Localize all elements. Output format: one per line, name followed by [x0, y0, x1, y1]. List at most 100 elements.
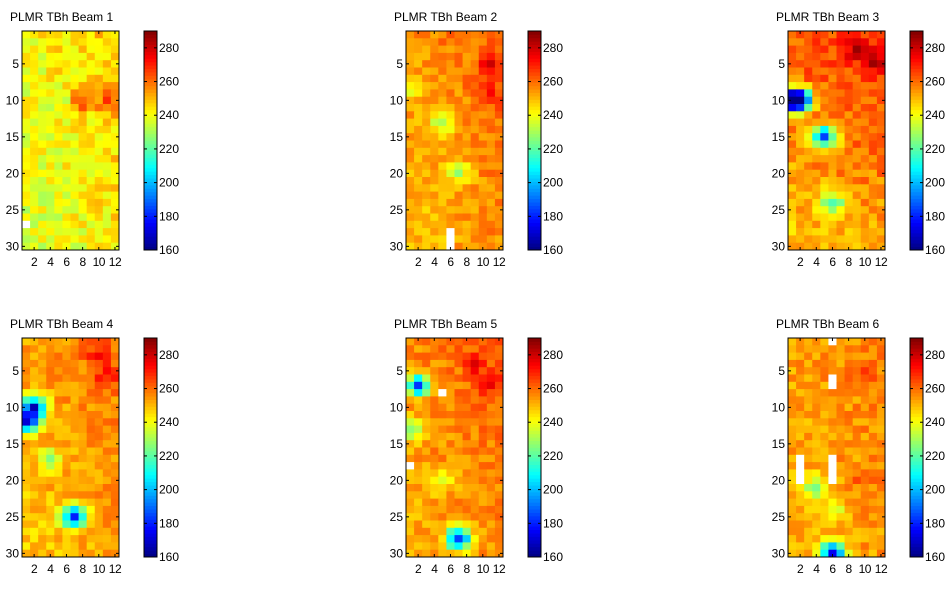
heatmap-cell: [828, 505, 837, 514]
colorbar-tick-label: 200: [159, 483, 179, 497]
heatmap-cell: [454, 228, 463, 236]
heatmap-cell: [852, 542, 862, 551]
colorbar-segment: [144, 37, 157, 42]
x-tick-label: 4: [47, 562, 54, 576]
heatmap-cell: [70, 31, 79, 39]
heatmap-cell: [478, 125, 488, 134]
heatmap-cell: [820, 235, 829, 244]
heatmap-cell: [422, 89, 431, 98]
heatmap-cell: [494, 476, 504, 485]
heatmap-cell: [70, 476, 79, 485]
heatmap-cell: [828, 374, 837, 383]
heatmap-cell: [486, 535, 496, 543]
heatmap-cell: [86, 155, 96, 163]
heatmap-cell: [446, 111, 455, 119]
heatmap-cell: [454, 374, 463, 383]
heatmap-cell: [38, 381, 47, 390]
heatmap-cell: [876, 549, 886, 558]
heatmap-cell: [486, 462, 496, 470]
colorbar-segment: [910, 181, 923, 186]
colorbar-segment: [528, 416, 541, 421]
heatmap-cell: [844, 454, 854, 463]
colorbar-segment: [528, 58, 541, 63]
heatmap-cell: [446, 74, 455, 83]
heatmap-cell: [430, 440, 439, 448]
heatmap-cell: [446, 498, 455, 507]
heatmap-cell: [844, 206, 854, 214]
heatmap-cell: [86, 454, 96, 463]
x-tick-label: 2: [797, 562, 804, 576]
heatmap-cell: [406, 184, 415, 192]
colorbar-segment: [910, 457, 923, 462]
heatmap-cell: [62, 125, 71, 134]
heatmap-cell: [844, 155, 854, 163]
colorbar-segment: [528, 365, 541, 370]
y-tick-label: 30: [6, 239, 20, 253]
heatmap-cell: [46, 454, 55, 463]
heatmap-cell: [30, 491, 39, 499]
heatmap-cell: [110, 228, 120, 236]
heatmap-cell: [94, 352, 104, 361]
heatmap-cell: [110, 491, 120, 499]
heatmap-cell: [54, 52, 63, 61]
heatmap-cell: [478, 454, 488, 463]
heatmap-cell: [430, 403, 439, 412]
colorbar-segment: [144, 109, 157, 114]
heatmap-cell: [836, 111, 845, 119]
y-tick-label: 30: [390, 546, 404, 560]
heatmap-cell: [102, 462, 112, 470]
heatmap-cell: [438, 242, 447, 251]
colorbar-segment: [910, 426, 923, 431]
heatmap-cell: [812, 140, 821, 149]
heatmap-cell: [876, 403, 886, 412]
heatmap-cell: [94, 52, 104, 61]
heatmap-cell: [796, 82, 805, 90]
colorbar-segment: [528, 243, 541, 247]
heatmap-cell: [110, 177, 120, 185]
colorbar-tick-label: 200: [543, 176, 563, 190]
heatmap-cell: [102, 104, 112, 112]
y-tick-label: 10: [390, 400, 404, 414]
heatmap-cell: [446, 505, 455, 514]
colorbar-segment: [144, 509, 157, 513]
heatmap-cell: [38, 389, 47, 397]
heatmap-cell: [486, 542, 496, 551]
heatmap-cell: [54, 549, 63, 558]
heatmap-cell: [70, 535, 79, 543]
heatmap-cell: [94, 396, 104, 405]
heatmap-cell: [30, 31, 39, 39]
heatmap-cell: [836, 60, 845, 68]
heatmap-cell: [110, 220, 120, 229]
heatmap-cell: [470, 476, 480, 485]
heatmap-cell: [828, 206, 837, 214]
heatmap-cell: [836, 184, 845, 192]
colorbar-segment: [144, 440, 157, 445]
colorbar-tick-label: 260: [925, 382, 945, 396]
heatmap-cell: [788, 191, 797, 200]
heatmap-cell: [804, 31, 813, 39]
heatmap-cell: [446, 198, 455, 207]
heatmap-cell: [462, 440, 472, 448]
colorbar-segment: [910, 61, 923, 66]
heatmap-cell: [852, 374, 862, 383]
heatmap-cell: [796, 228, 805, 236]
heatmap-cell: [414, 513, 423, 521]
heatmap-cell: [486, 228, 496, 236]
heatmap-cell: [852, 338, 862, 346]
colorbar-segment: [910, 130, 923, 135]
colorbar-segment: [144, 515, 157, 520]
heatmap-cell: [422, 228, 431, 236]
heatmap-cell: [494, 440, 504, 448]
heatmap-cell: [828, 367, 837, 375]
heatmap-cell: [38, 484, 47, 492]
heatmap-cell: [820, 206, 829, 214]
heatmap-cell: [820, 527, 829, 536]
heatmap-cell: [486, 220, 496, 229]
heatmap-cell: [470, 454, 480, 463]
heatmap-cell: [110, 38, 120, 46]
heatmap-cell: [46, 162, 55, 171]
heatmap-cell: [836, 374, 845, 383]
heatmap-cell: [876, 74, 886, 83]
heatmap-cell: [860, 242, 870, 251]
